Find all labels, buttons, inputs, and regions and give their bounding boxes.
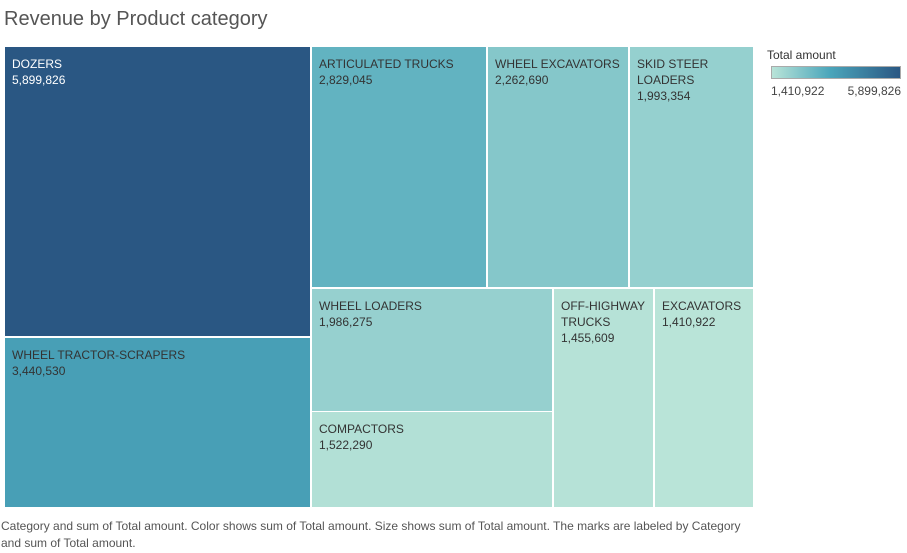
- tile-label: SKID STEER LOADERS 1,993,354: [637, 56, 750, 104]
- tile-category-name: EXCAVATORS: [662, 299, 742, 313]
- treemap-tile[interactable]: WHEEL LOADERS 1,986,275: [311, 288, 553, 412]
- tile-label: WHEEL LOADERS 1,986,275: [319, 298, 422, 330]
- tile-label: ARTICULATED TRUCKS 2,829,045: [319, 56, 454, 88]
- tile-label: DOZERS 5,899,826: [12, 56, 65, 88]
- tile-category-name: ARTICULATED TRUCKS: [319, 57, 454, 71]
- legend-title: Total amount: [767, 48, 836, 62]
- treemap-tile[interactable]: COMPACTORS 1,522,290: [311, 411, 553, 508]
- color-legend: Total amount 1,410,922 5,899,826: [767, 48, 907, 108]
- tile-value: 3,440,530: [12, 364, 66, 378]
- tile-value: 2,262,690: [495, 73, 549, 87]
- treemap-tile[interactable]: OFF-HIGHWAY TRUCKS 1,455,609: [553, 288, 654, 508]
- tile-category-name: OFF-HIGHWAY TRUCKS: [561, 299, 645, 329]
- tile-category-name: DOZERS: [12, 57, 63, 71]
- tile-value: 2,829,045: [319, 73, 373, 87]
- tile-value: 5,899,826: [12, 73, 66, 87]
- tile-category-name: WHEEL TRACTOR-SCRAPERS: [12, 348, 186, 362]
- chart-caption: Category and sum of Total amount. Color …: [1, 519, 741, 550]
- tile-value: 1,522,290: [319, 438, 373, 452]
- treemap: DOZERS 5,899,826 WHEEL TRACTOR-SCRAPERS 3,4…: [4, 46, 754, 508]
- tile-value: 1,455,609: [561, 331, 615, 345]
- chart-title: Revenue by Product category: [4, 8, 268, 30]
- treemap-tile[interactable]: WHEEL TRACTOR-SCRAPERS 3,440,530: [4, 337, 311, 508]
- tile-label: WHEEL EXCAVATORS 2,262,690: [495, 56, 620, 88]
- treemap-tile[interactable]: DOZERS 5,899,826: [4, 46, 311, 337]
- tile-category-name: SKID STEER LOADERS: [637, 57, 709, 87]
- tile-category-name: COMPACTORS: [319, 422, 404, 436]
- tile-category-name: WHEEL EXCAVATORS: [495, 57, 620, 71]
- tile-category-name: WHEEL LOADERS: [319, 299, 422, 313]
- legend-min-label: 1,410,922: [771, 84, 825, 98]
- treemap-tile[interactable]: EXCAVATORS 1,410,922: [654, 288, 754, 508]
- legend-gradient-bar: [771, 66, 901, 79]
- tile-value: 1,993,354: [637, 89, 691, 103]
- treemap-tile[interactable]: ARTICULATED TRUCKS 2,829,045: [311, 46, 487, 288]
- tile-label: OFF-HIGHWAY TRUCKS 1,455,609: [561, 298, 650, 346]
- tile-value: 1,986,275: [319, 315, 373, 329]
- treemap-tile[interactable]: SKID STEER LOADERS 1,993,354: [629, 46, 754, 288]
- tile-value: 1,410,922: [662, 315, 716, 329]
- tile-label: WHEEL TRACTOR-SCRAPERS 3,440,530: [12, 347, 185, 379]
- tile-label: EXCAVATORS 1,410,922: [662, 298, 741, 330]
- tile-label: COMPACTORS 1,522,290: [319, 421, 404, 453]
- legend-max-label: 5,899,826: [847, 84, 901, 98]
- treemap-tile[interactable]: WHEEL EXCAVATORS 2,262,690: [487, 46, 629, 288]
